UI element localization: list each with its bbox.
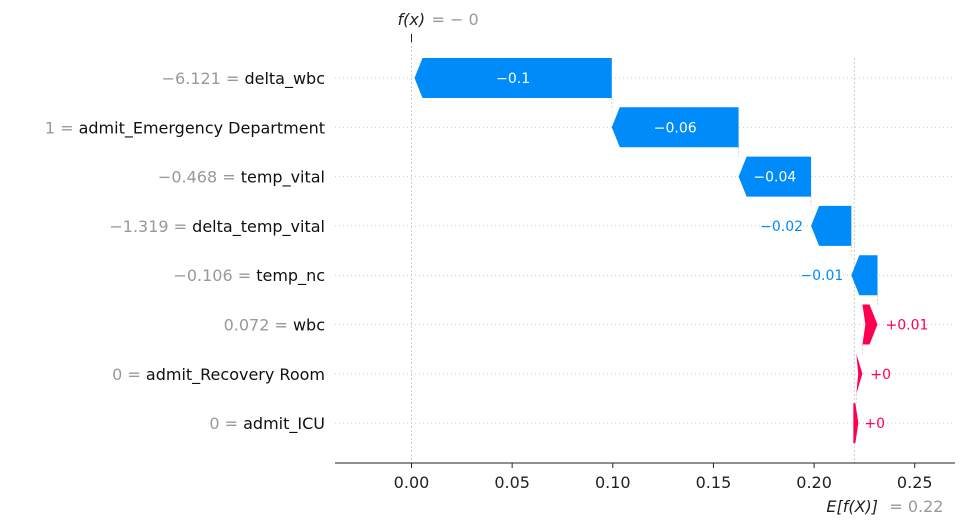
efx-label: E[f(X)] — [826, 497, 878, 516]
contribution-label: +0 — [864, 416, 885, 432]
feature-value: 0 = — [112, 364, 146, 383]
feature-label: −6.121 = delta_wbc — [162, 69, 325, 89]
feature-label: 0.072 = wbc — [224, 315, 325, 334]
feature-value: −0.106 = — [173, 266, 256, 285]
contribution-label: −0.01 — [800, 268, 843, 284]
feature-value: 1 = — [45, 118, 79, 137]
feature-label: −0.468 = temp_vital — [158, 167, 325, 187]
contribution-label: +0.01 — [886, 318, 929, 334]
labels-layer: −0.1 −6.121 = delta_wbc −0.06 1 = admit_Eme… — [45, 69, 929, 434]
contribution-label: −0.06 — [654, 120, 697, 136]
contribution-label: −0.02 — [760, 219, 803, 235]
efx-value: = 0.22 — [889, 497, 943, 516]
feature-name: delta_wbc — [244, 69, 325, 89]
contribution-bar-2 — [611, 107, 739, 148]
feature-name: temp_nc — [256, 266, 325, 286]
fx-header: f(x) = − 0 — [397, 10, 478, 29]
feature-name: temp_vital — [241, 167, 325, 187]
bars-layer — [414, 58, 878, 444]
contribution-bar-1 — [414, 58, 612, 98]
x-tick-label: 0.25 — [897, 473, 933, 492]
contribution-label: −0.1 — [496, 71, 530, 87]
feature-name: admit_Recovery Room — [146, 364, 325, 384]
feature-label: 0 = admit_ICU — [209, 414, 325, 434]
grid-layer — [335, 34, 955, 465]
x-tick-label: 0.05 — [494, 473, 530, 492]
contribution-label: −0.04 — [753, 170, 796, 186]
feature-label: −0.106 = temp_nc — [173, 266, 325, 286]
feature-value: 0.072 = — [224, 315, 293, 334]
x-tick-label: 0.00 — [394, 473, 430, 492]
feature-name: delta_temp_vital — [192, 216, 325, 236]
efx-footer: E[f(X)] = 0.22 — [826, 497, 943, 516]
feature-name: admit_Emergency Department — [79, 118, 325, 138]
feature-label: 1 = admit_Emergency Department — [45, 118, 325, 138]
x-axis: 0.00 0.05 0.10 0.15 0.20 0.25 — [335, 462, 955, 492]
feature-label: 0 = admit_Recovery Room — [112, 364, 325, 384]
contribution-bar-3 — [738, 156, 812, 197]
fx-label: f(x) — [397, 10, 425, 29]
feature-value: −0.468 = — [158, 167, 241, 186]
feature-value: −1.319 = — [109, 216, 192, 235]
feature-name: admit_ICU — [243, 414, 325, 434]
contribution-label: +0 — [870, 367, 891, 383]
feature-label: −1.319 = delta_temp_vital — [109, 216, 325, 236]
contribution-bar-4 — [811, 205, 852, 246]
contribution-bar-6 — [862, 304, 878, 345]
contribution-bar-7 — [856, 353, 863, 394]
contribution-bar-8 — [853, 403, 859, 444]
x-tick-label: 0.15 — [696, 473, 732, 492]
contribution-bar-5 — [851, 255, 878, 296]
x-tick-label: 0.20 — [796, 473, 832, 492]
feature-value: 0 = — [209, 414, 243, 433]
x-tick-label: 0.10 — [595, 473, 631, 492]
feature-value: −6.121 = — [162, 69, 245, 88]
fx-value: = − 0 — [431, 10, 478, 29]
feature-name: wbc — [293, 315, 325, 334]
